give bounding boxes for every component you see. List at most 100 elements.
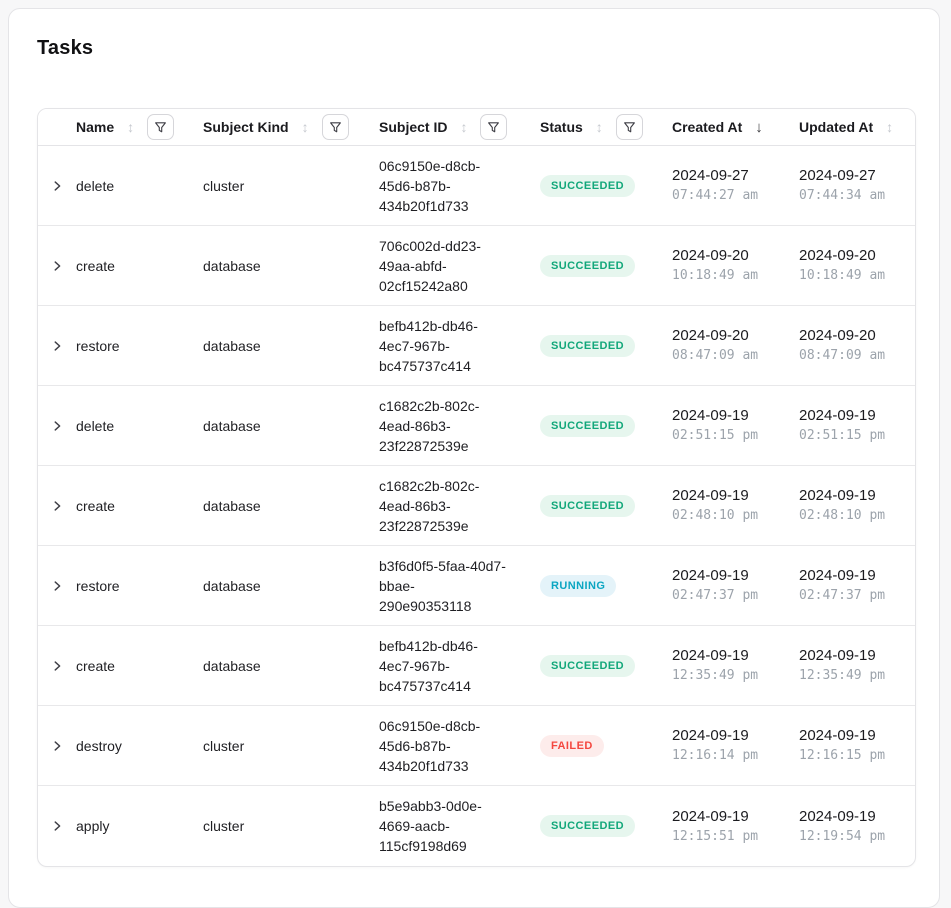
sort-icon[interactable]: ↕ bbox=[127, 119, 135, 135]
updated-time: 10:18:49 am bbox=[799, 268, 886, 283]
subject-kind: database bbox=[203, 257, 261, 274]
subject-id: c1682c2b-802c-4ead-86b3-23f22872539e bbox=[379, 477, 480, 534]
table-row: create database c1682c2b-802c-4ead-86b3-… bbox=[38, 466, 915, 546]
table-row: restore database b3f6d0f5-5faa-40d7-bbae… bbox=[38, 546, 915, 626]
sort-icon[interactable]: ↕ bbox=[886, 119, 894, 135]
task-name: create bbox=[76, 497, 115, 514]
row-expand-button[interactable] bbox=[48, 497, 66, 515]
updated-date: 2024-09-19 bbox=[799, 487, 876, 504]
tasks-panel: Tasks Name ↕ Subject Kind ↕ Subject ID ↕ bbox=[8, 8, 940, 908]
updated-date: 2024-09-19 bbox=[799, 727, 876, 744]
column-header-updated-at: Updated At ↕ bbox=[799, 119, 915, 135]
created-date: 2024-09-19 bbox=[672, 647, 749, 664]
updated-time: 12:16:15 pm bbox=[799, 748, 886, 763]
updated-time: 02:47:37 pm bbox=[799, 588, 886, 603]
chevron-right-icon bbox=[50, 339, 64, 353]
row-expand-button[interactable] bbox=[48, 657, 66, 675]
subject-id: c1682c2b-802c-4ead-86b3-23f22872539e bbox=[379, 397, 480, 454]
updated-date: 2024-09-19 bbox=[799, 407, 876, 424]
created-time: 12:16:14 pm bbox=[672, 748, 759, 763]
table-row: create database befb412b-db46-4ec7-967b-… bbox=[38, 626, 915, 706]
task-name: create bbox=[76, 657, 115, 674]
sort-icon[interactable]: ↕ bbox=[301, 119, 309, 135]
filter-icon bbox=[154, 121, 167, 134]
subject-id: 06c9150e-d8cb-45d6-b87b-434b20f1d733 bbox=[379, 157, 481, 214]
subject-id: b5e9abb3-0d0e-4669-aacb-115cf9198d69 bbox=[379, 798, 482, 854]
created-time: 02:51:15 pm bbox=[672, 428, 759, 443]
subject-kind: database bbox=[203, 497, 261, 514]
chevron-right-icon bbox=[50, 739, 64, 753]
updated-date: 2024-09-20 bbox=[799, 327, 876, 344]
filter-button[interactable] bbox=[480, 114, 508, 140]
filter-icon bbox=[623, 121, 636, 134]
table-body: delete cluster 06c9150e-d8cb-45d6-b87b-4… bbox=[38, 146, 915, 866]
filter-button[interactable] bbox=[615, 114, 643, 140]
filter-icon bbox=[329, 121, 342, 134]
created-time: 12:15:51 pm bbox=[672, 828, 759, 844]
subject-id: befb412b-db46-4ec7-967b-bc475737c414 bbox=[379, 637, 478, 694]
task-name: create bbox=[76, 257, 115, 274]
task-name: restore bbox=[76, 577, 120, 594]
status-badge: SUCCEEDED bbox=[540, 334, 636, 357]
row-expand-button[interactable] bbox=[48, 417, 66, 435]
row-expand-button[interactable] bbox=[48, 257, 66, 275]
row-expand-button[interactable] bbox=[48, 737, 66, 755]
task-name: delete bbox=[76, 417, 115, 434]
status-badge: SUCCEEDED bbox=[540, 174, 636, 197]
chevron-right-icon bbox=[50, 179, 64, 193]
sort-icon[interactable]: ↕ bbox=[595, 119, 603, 135]
row-expand-button[interactable] bbox=[48, 337, 66, 355]
column-label[interactable]: Updated At bbox=[799, 119, 874, 135]
updated-time: 08:47:09 am bbox=[799, 348, 886, 363]
filter-button[interactable] bbox=[147, 114, 175, 140]
table-row: delete database c1682c2b-802c-4ead-86b3-… bbox=[38, 386, 915, 466]
subject-id: befb412b-db46-4ec7-967b-bc475737c414 bbox=[379, 317, 478, 374]
task-name: delete bbox=[76, 177, 115, 194]
column-label[interactable]: Subject Kind bbox=[203, 119, 289, 135]
created-date: 2024-09-19 bbox=[672, 487, 749, 504]
subject-kind: cluster bbox=[203, 177, 245, 194]
updated-time: 07:44:34 am bbox=[799, 188, 886, 203]
row-expand-button[interactable] bbox=[48, 177, 66, 195]
created-time: 08:47:09 am bbox=[672, 348, 759, 363]
created-date: 2024-09-27 bbox=[672, 167, 749, 184]
created-date: 2024-09-19 bbox=[672, 407, 749, 424]
task-name: destroy bbox=[76, 737, 122, 754]
status-badge: SUCCEEDED bbox=[540, 654, 636, 677]
table-row: apply cluster b5e9abb3-0d0e-4669-aacb-11… bbox=[38, 786, 915, 866]
created-date: 2024-09-19 bbox=[672, 567, 749, 584]
page-title: Tasks bbox=[37, 37, 94, 59]
filter-icon bbox=[487, 121, 500, 134]
column-label[interactable]: Subject ID bbox=[379, 119, 448, 135]
subject-kind: database bbox=[203, 337, 261, 354]
filter-button[interactable] bbox=[321, 114, 349, 140]
created-date: 2024-09-19 bbox=[672, 807, 749, 825]
updated-time: 12:19:54 pm bbox=[799, 828, 886, 844]
chevron-right-icon bbox=[50, 579, 64, 593]
chevron-right-icon bbox=[50, 819, 64, 833]
chevron-right-icon bbox=[50, 259, 64, 273]
column-label[interactable]: Created At bbox=[672, 119, 743, 135]
sort-desc-icon[interactable]: ↓ bbox=[755, 118, 763, 136]
subject-kind: database bbox=[203, 657, 261, 674]
subject-id: 706c002d-dd23-49aa-abfd-02cf15242a80 bbox=[379, 237, 481, 294]
sort-icon[interactable]: ↕ bbox=[460, 119, 468, 135]
table-row: restore database befb412b-db46-4ec7-967b… bbox=[38, 306, 915, 386]
created-time: 02:48:10 pm bbox=[672, 508, 759, 523]
tasks-table: Name ↕ Subject Kind ↕ Subject ID ↕ Statu… bbox=[37, 108, 916, 867]
row-expand-button[interactable] bbox=[48, 817, 66, 835]
column-header-name: Name ↕ bbox=[76, 114, 203, 140]
status-badge: SUCCEEDED bbox=[540, 494, 636, 517]
subject-id: b3f6d0f5-5faa-40d7-bbae-290e90353118 bbox=[379, 557, 506, 614]
row-expand-button[interactable] bbox=[48, 577, 66, 595]
updated-date: 2024-09-19 bbox=[799, 567, 876, 584]
updated-date: 2024-09-20 bbox=[799, 247, 876, 264]
status-badge: SUCCEEDED bbox=[540, 254, 636, 277]
task-name: restore bbox=[76, 337, 120, 354]
table-row: create database 706c002d-dd23-49aa-abfd-… bbox=[38, 226, 915, 306]
chevron-right-icon bbox=[50, 659, 64, 673]
created-time: 12:35:49 pm bbox=[672, 668, 759, 683]
column-label[interactable]: Name bbox=[76, 119, 115, 135]
subject-kind: database bbox=[203, 577, 261, 594]
column-label[interactable]: Status bbox=[540, 119, 583, 135]
